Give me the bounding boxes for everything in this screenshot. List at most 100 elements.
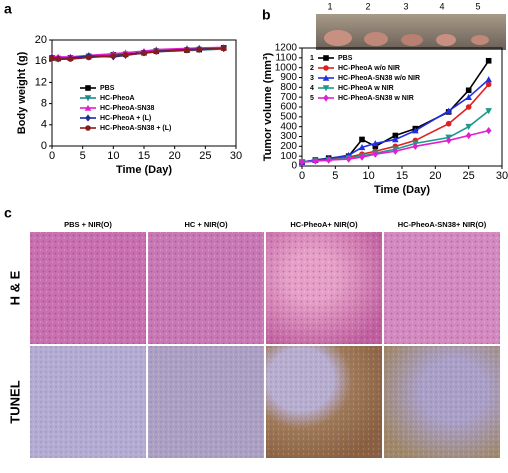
marker — [485, 57, 492, 64]
x-tick-label: 15 — [396, 170, 408, 182]
column-header: HC-PheoA+ NIR(O) — [290, 220, 358, 229]
legend-label: HC-PheoA w/o NIR — [338, 65, 400, 72]
marker — [299, 158, 305, 166]
photo-label: 4 — [439, 1, 444, 11]
marker — [220, 45, 227, 52]
y-tick-label: 800 — [280, 82, 297, 93]
legend-number: 4 — [310, 85, 314, 92]
marker — [392, 147, 399, 155]
y-tick-label: 100 — [280, 151, 297, 162]
row-label: TUNEL — [7, 380, 22, 423]
legend-label: HC-PheoA-SN38 w NIR — [338, 95, 414, 102]
marker — [465, 131, 472, 140]
y-tick-label: 1000 — [275, 62, 298, 73]
y-tick-label: 1200 — [275, 43, 298, 54]
x-tick-label: 20 — [169, 150, 181, 162]
tumor — [471, 35, 489, 45]
y-tick-label: 300 — [280, 131, 297, 142]
y-axis-label: Tumor volume (mm³) — [262, 52, 274, 161]
legend-marker — [84, 104, 92, 111]
legend-label: PBS — [338, 55, 353, 62]
y-tick-label: 500 — [280, 111, 297, 122]
marker — [485, 127, 492, 135]
marker — [312, 157, 319, 165]
marker — [345, 155, 352, 163]
x-tick-label: 25 — [199, 150, 211, 162]
marker — [372, 140, 379, 147]
legend-marker — [323, 55, 329, 61]
x-tick-label: 10 — [107, 150, 119, 162]
x-tick-label: 25 — [463, 170, 475, 182]
marker — [485, 81, 492, 88]
x-tick-label: 10 — [363, 170, 375, 182]
photo-label: 1 — [327, 1, 332, 11]
legend-number: 1 — [310, 55, 314, 62]
y-tick-label: 0 — [291, 161, 297, 172]
micrograph-texture — [266, 346, 382, 458]
marker — [445, 136, 452, 145]
x-tick-label: 30 — [230, 150, 242, 162]
legend-number: 5 — [310, 95, 314, 102]
x-tick-label: 0 — [49, 150, 55, 162]
micrograph-texture — [384, 346, 500, 458]
legend-marker — [323, 94, 329, 102]
tumor — [436, 34, 456, 46]
legend-label: HC-PheoA + (L) — [100, 115, 151, 122]
marker — [67, 56, 74, 62]
marker — [465, 87, 472, 94]
marker — [49, 55, 55, 62]
micrograph-texture — [30, 346, 146, 458]
y-tick-label: 400 — [280, 121, 297, 132]
y-tick-label: 600 — [280, 102, 297, 113]
legend-marker — [85, 125, 91, 131]
legend-label: HC-PheoA — [100, 95, 135, 102]
marker — [196, 46, 202, 53]
x-tick-label: 5 — [332, 170, 338, 182]
legend-marker — [85, 85, 91, 91]
column-header: PBS + NIR(O) — [64, 220, 112, 229]
x-tick-label: 0 — [299, 170, 305, 182]
marker — [55, 56, 61, 62]
marker — [184, 47, 190, 53]
x-tick-label: 5 — [80, 150, 86, 162]
tumor — [324, 30, 352, 46]
micrograph-texture — [30, 232, 146, 344]
micrograph-texture — [384, 232, 500, 344]
marker — [465, 123, 472, 130]
y-tick-label: 4 — [41, 119, 47, 131]
marker — [372, 143, 379, 150]
legend-marker — [322, 85, 330, 92]
legend-label: HC-PheoA-SN38 + (L) — [100, 125, 171, 132]
panel-label: b — [262, 7, 271, 23]
marker — [358, 144, 366, 151]
marker — [153, 48, 160, 55]
legend-marker — [84, 95, 92, 102]
y-tick-label: 0 — [41, 140, 47, 152]
panel-label: a — [4, 1, 12, 17]
column-header: HC + NIR(O) — [184, 220, 228, 229]
marker — [86, 54, 92, 61]
marker — [485, 76, 492, 83]
marker — [325, 156, 332, 164]
column-header: HC-PheoA-SN38+ NIR(O) — [398, 220, 487, 229]
plot-frame — [301, 47, 503, 167]
marker — [485, 108, 492, 115]
photo-label: 5 — [475, 1, 480, 11]
legend-label: PBS — [100, 85, 115, 92]
tumor — [401, 34, 423, 46]
marker — [445, 107, 452, 114]
marker — [359, 153, 365, 161]
x-tick-label: 30 — [496, 170, 508, 182]
marker — [392, 136, 399, 143]
marker — [122, 52, 129, 58]
x-tick-label: 20 — [429, 170, 441, 182]
legend-number: 2 — [310, 65, 314, 72]
y-tick-label: 16 — [35, 55, 47, 67]
marker — [465, 104, 472, 110]
x-axis-label: Time (Day) — [116, 164, 172, 176]
marker — [372, 150, 379, 158]
row-label: H & E — [7, 270, 22, 305]
tumor-photo — [316, 14, 506, 50]
x-axis-label: Time (Day) — [374, 184, 430, 196]
legend-marker — [323, 65, 329, 71]
